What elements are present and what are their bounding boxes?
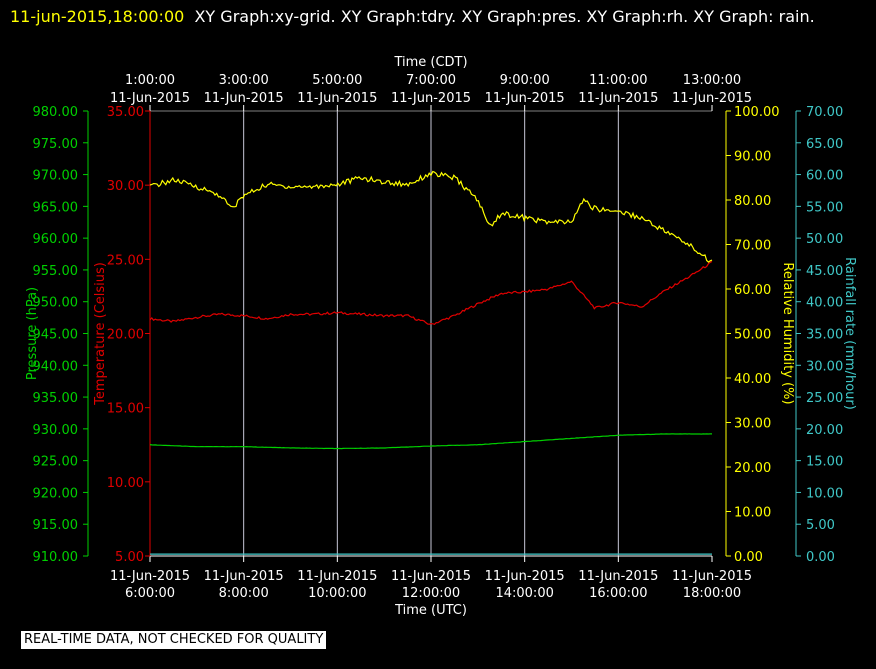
pressure-tick-label: 950.00 (33, 296, 79, 311)
humidity-tick-label: 10.00 (734, 506, 771, 521)
humidity-tick-label: 80.00 (734, 194, 771, 209)
temperature-tick-label: 20.00 (107, 328, 144, 343)
x-bottom-tick-date: 11-Jun-2015 (391, 569, 471, 584)
rain-axis-label: Rainfall rate (mm/hour) (842, 257, 857, 410)
x-top-tick-date: 11-Jun-2015 (578, 91, 658, 106)
temperature-tick-label: 30.00 (107, 179, 144, 194)
rain-tick-label: 20.00 (806, 423, 843, 438)
x-top-tick-date: 11-Jun-2015 (485, 91, 565, 106)
rain-tick-label: 65.00 (806, 137, 843, 152)
humidity-tick-label: 60.00 (734, 283, 771, 298)
chart-header: 11-jun-2015,18:00:00 XY Graph:xy-grid. X… (10, 2, 870, 31)
x-top-tick-time: 9:00:00 (500, 73, 550, 88)
rain-tick-label: 35.00 (806, 328, 843, 343)
pressure-tick-label: 960.00 (33, 232, 79, 247)
pressure-axis-label: Pressure (hPa) (25, 287, 40, 380)
x-top-tick-time: 3:00:00 (219, 73, 269, 88)
header-timestamp: 11-jun-2015,18:00:00 (10, 7, 185, 26)
pressure-tick-label: 970.00 (33, 169, 79, 184)
temperature-tick-label: 15.00 (107, 402, 144, 417)
x-bottom-tick-date: 11-Jun-2015 (672, 569, 752, 584)
pressure-tick-label: 965.00 (33, 200, 79, 215)
x-top-tick-date: 11-Jun-2015 (297, 91, 377, 106)
x-bottom-axis-title: Time (UTC) (394, 603, 467, 618)
x-top-tick-date: 11-Jun-2015 (391, 91, 471, 106)
pressure-tick-label: 915.00 (33, 518, 79, 533)
x-bottom-tick-date: 11-Jun-2015 (204, 569, 284, 584)
pressure-tick-label: 980.00 (33, 105, 79, 120)
rain-tick-label: 15.00 (806, 455, 843, 470)
humidity-tick-label: 40.00 (734, 372, 771, 387)
rain-tick-label: 55.00 (806, 200, 843, 215)
rain-tick-label: 50.00 (806, 232, 843, 247)
humidity-tick-label: 50.00 (734, 328, 771, 343)
humidity-tick-label: 30.00 (734, 417, 771, 432)
x-top-tick-time: 11:00:00 (589, 73, 647, 88)
temperature-axis-label: Temperature (Celsius) (93, 262, 108, 406)
temperature-tick-label: 35.00 (107, 105, 144, 120)
rain-tick-label: 70.00 (806, 105, 843, 120)
humidity-tick-label: 70.00 (734, 239, 771, 254)
x-bottom-tick-time: 10:00:00 (308, 586, 366, 601)
humidity-tick-label: 20.00 (734, 461, 771, 476)
rain-tick-label: 40.00 (806, 296, 843, 311)
rain-tick-label: 30.00 (806, 359, 843, 374)
x-bottom-tick-time: 18:00:00 (683, 586, 741, 601)
pressure-tick-label: 975.00 (33, 137, 79, 152)
x-top-axis-title: Time (CDT) (393, 55, 467, 70)
humidity-series-line (149, 170, 713, 263)
rain-tick-label: 25.00 (806, 391, 843, 406)
pressure-tick-label: 930.00 (33, 423, 79, 438)
temperature-series-line (149, 260, 713, 325)
pressure-tick-label: 925.00 (33, 455, 79, 470)
rain-tick-label: 60.00 (806, 169, 843, 184)
humidity-tick-label: 0.00 (734, 550, 763, 565)
rain-tick-label: 0.00 (806, 550, 835, 565)
x-bottom-tick-time: 16:00:00 (589, 586, 647, 601)
x-top-tick-date: 11-Jun-2015 (204, 91, 284, 106)
x-top-tick-time: 5:00:00 (312, 73, 362, 88)
x-bottom-tick-date: 11-Jun-2015 (485, 569, 565, 584)
x-bottom-tick-date: 11-Jun-2015 (110, 569, 190, 584)
pressure-tick-label: 920.00 (33, 486, 79, 501)
rain-tick-label: 45.00 (806, 264, 843, 279)
x-top-tick-time: 13:00:00 (683, 73, 741, 88)
x-top-tick-time: 1:00:00 (125, 73, 175, 88)
x-bottom-tick-time: 12:00:00 (402, 586, 460, 601)
x-bottom-tick-time: 8:00:00 (219, 586, 269, 601)
temperature-tick-label: 10.00 (107, 476, 144, 491)
humidity-axis-label: Relative Humidity (%) (780, 262, 795, 404)
humidity-tick-label: 100.00 (734, 105, 780, 120)
pressure-tick-label: 955.00 (33, 264, 79, 279)
temperature-tick-label: 25.00 (107, 253, 144, 268)
quality-notice: REAL-TIME DATA, NOT CHECKED FOR QUALITY (21, 631, 327, 649)
pressure-series-line (149, 433, 712, 450)
x-top-tick-date: 11-Jun-2015 (110, 91, 190, 106)
pressure-tick-label: 940.00 (33, 359, 79, 374)
header-titles: XY Graph:xy-grid. XY Graph:tdry. XY Grap… (194, 7, 815, 26)
humidity-tick-label: 90.00 (734, 150, 771, 165)
x-bottom-tick-date: 11-Jun-2015 (578, 569, 658, 584)
x-bottom-tick-time: 14:00:00 (495, 586, 553, 601)
temperature-tick-label: 5.00 (115, 550, 144, 565)
x-top-tick-date: 11-Jun-2015 (672, 91, 752, 106)
rain-tick-label: 10.00 (806, 486, 843, 501)
x-bottom-tick-date: 11-Jun-2015 (297, 569, 377, 584)
rain-tick-label: 5.00 (806, 518, 835, 533)
x-bottom-tick-time: 6:00:00 (125, 586, 175, 601)
pressure-tick-label: 910.00 (33, 550, 79, 565)
x-top-tick-time: 7:00:00 (406, 73, 456, 88)
pressure-tick-label: 935.00 (33, 391, 79, 406)
pressure-tick-label: 945.00 (33, 328, 79, 343)
